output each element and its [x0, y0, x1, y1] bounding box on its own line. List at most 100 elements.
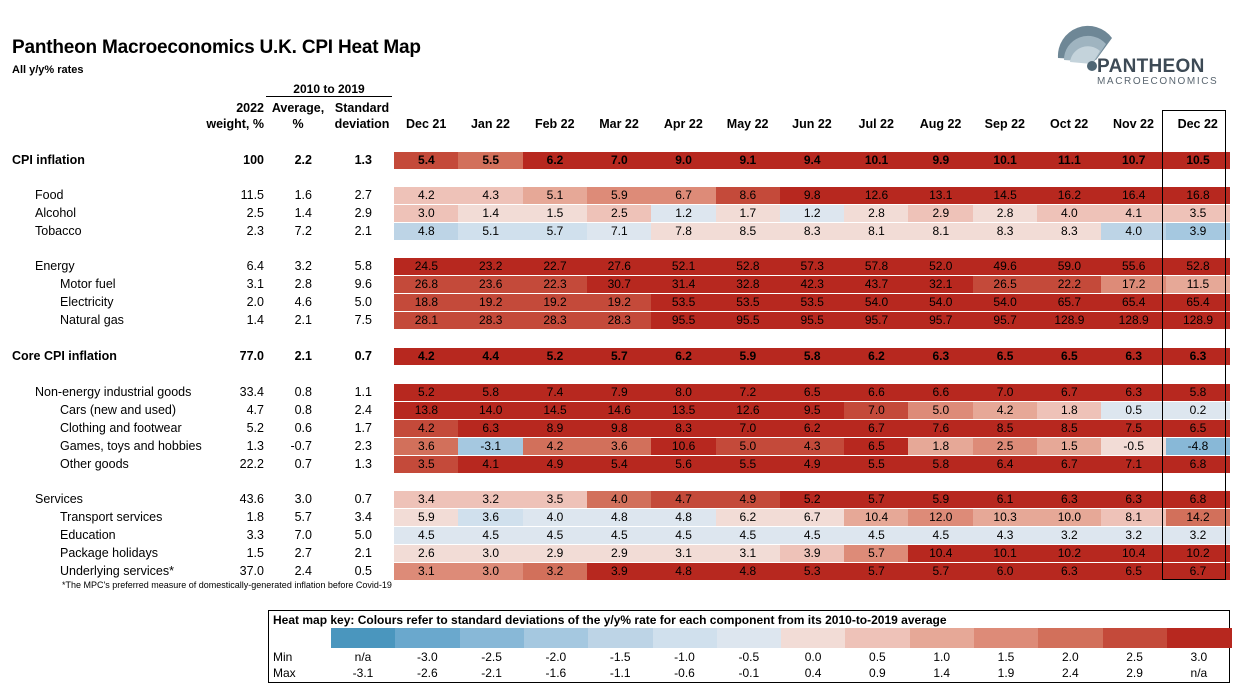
row-label: Transport services — [60, 510, 163, 524]
heat-cell: 1.2 — [651, 205, 716, 222]
key-max-value: -2.6 — [416, 666, 438, 680]
heat-cell: 6.5 — [779, 384, 845, 401]
heat-cell: 9.1 — [715, 152, 781, 169]
heat-cell: 3.9 — [586, 563, 652, 580]
heat-cell: 9.9 — [908, 152, 974, 169]
heat-cell: 5.2 — [522, 348, 588, 365]
heat-cell: 8.1 — [844, 223, 909, 240]
heat-cell: 6.7 — [1037, 456, 1102, 473]
heat-cell: 6.6 — [908, 384, 974, 401]
row-label: Natural gas — [60, 313, 124, 327]
heat-cell: 6.3 — [1037, 491, 1102, 508]
heat-cell: 18.8 — [394, 294, 459, 311]
key-swatch — [588, 628, 653, 648]
heat-cell: 10.1 — [972, 545, 1038, 562]
row-label: Games, toys and hobbies — [60, 439, 202, 453]
heat-cell: 5.9 — [394, 509, 459, 526]
heat-cell: 5.4 — [394, 152, 459, 169]
row-avg: 2.1 — [294, 313, 312, 327]
heat-cell: 13.8 — [394, 402, 459, 419]
key-swatch — [1038, 628, 1104, 648]
heat-cell: 6.2 — [715, 509, 781, 526]
heat-cell: 5.6 — [651, 456, 716, 473]
heat-cell: 3.0 — [458, 545, 524, 562]
heat-cell: 16.4 — [1101, 187, 1167, 204]
heat-cell: 52.1 — [651, 258, 716, 275]
heat-cell: 7.0 — [844, 402, 909, 419]
heat-cell: 26.5 — [972, 276, 1038, 293]
row-weight: 6.4 — [246, 259, 264, 273]
heat-cell: 4.5 — [715, 527, 781, 544]
heat-cell: 5.5 — [458, 152, 524, 169]
heat-cell: 6.6 — [844, 384, 909, 401]
row-sd: 2.1 — [354, 224, 372, 238]
heat-cell: 16.2 — [1037, 187, 1102, 204]
key-max-value: 0.9 — [869, 666, 886, 680]
heat-cell: 10.5 — [1165, 152, 1231, 169]
heat-cell: 4.0 — [1101, 223, 1167, 240]
key-swatch — [1102, 628, 1168, 648]
row-weight: 2.5 — [246, 206, 264, 220]
heat-cell: 49.6 — [972, 258, 1038, 275]
heat-cell: 4.9 — [715, 491, 781, 508]
heat-cell: 3.4 — [394, 491, 459, 508]
row-sd: 7.5 — [354, 313, 372, 327]
heat-cell: 5.9 — [586, 187, 652, 204]
row-weight: 2.0 — [246, 295, 264, 309]
month-header: Oct 22 — [1050, 117, 1089, 131]
heat-cell: 7.9 — [586, 384, 652, 401]
heat-cell: 4.2 — [522, 438, 588, 455]
key-min-value: -1.5 — [609, 650, 631, 664]
heat-cell: 59.0 — [1037, 258, 1102, 275]
heat-cell: 1.7 — [715, 205, 781, 222]
heat-cell: 57.8 — [844, 258, 909, 275]
heat-cell: 9.0 — [651, 152, 716, 169]
heat-cell: 8.5 — [715, 223, 781, 240]
heat-cell: 4.1 — [458, 456, 524, 473]
row-label: Underlying services* — [60, 564, 174, 578]
heat-cell: 23.2 — [458, 258, 524, 275]
heat-cell: 128.9 — [1037, 312, 1102, 329]
row-sd: 0.7 — [354, 492, 372, 506]
row-avg: 3.2 — [294, 259, 312, 273]
key-min-value: -3.0 — [416, 650, 438, 664]
key-max-value: -2.1 — [481, 666, 502, 680]
row-weight: 43.6 — [239, 492, 264, 506]
key-swatch — [781, 628, 846, 648]
row-avg: 0.6 — [294, 421, 312, 435]
key-max-value: -3.1 — [352, 666, 374, 680]
key-swatch — [909, 628, 975, 648]
heat-cell: 6.3 — [1101, 491, 1167, 508]
row-sd: 9.6 — [354, 277, 372, 291]
heatmap-key: Heat map key: Colours refer to standard … — [268, 610, 1232, 683]
heat-cell: 54.0 — [844, 294, 909, 311]
key-max-value: 0.4 — [804, 666, 822, 680]
key-max-value: 1.4 — [933, 666, 951, 680]
heat-cell: 3.1 — [651, 545, 716, 562]
heat-cell: 4.2 — [394, 420, 459, 437]
heat-cell: 2.9 — [586, 545, 652, 562]
heat-cell: 5.4 — [586, 456, 652, 473]
heat-cell: 5.7 — [844, 545, 909, 562]
heat-cell: 4.1 — [1101, 205, 1167, 222]
heat-cell: 6.5 — [1101, 563, 1167, 580]
row-weight: 1.3 — [246, 439, 264, 453]
heat-cell: 27.6 — [586, 258, 652, 275]
heat-cell: 10.1 — [972, 152, 1038, 169]
key-swatch — [459, 628, 525, 648]
heat-cell: 8.5 — [1037, 420, 1102, 437]
month-header: Jul 22 — [858, 117, 894, 131]
heat-cell: 0.2 — [1165, 402, 1231, 419]
row-sd: 5.0 — [354, 528, 372, 542]
heat-cell: 6.3 — [1101, 348, 1167, 365]
key-min-value: -2.0 — [545, 650, 567, 664]
heat-cell: 1.5 — [522, 205, 588, 222]
heat-cell: 5.7 — [586, 348, 652, 365]
row-sd: 1.7 — [354, 421, 372, 435]
row-label: Food — [35, 188, 64, 202]
month-header: Aug 22 — [919, 117, 962, 131]
heat-cell: 4.5 — [586, 527, 652, 544]
key-swatch — [1166, 628, 1232, 648]
key-swatch — [523, 628, 589, 648]
key-max-value: n/a — [1190, 666, 1208, 680]
